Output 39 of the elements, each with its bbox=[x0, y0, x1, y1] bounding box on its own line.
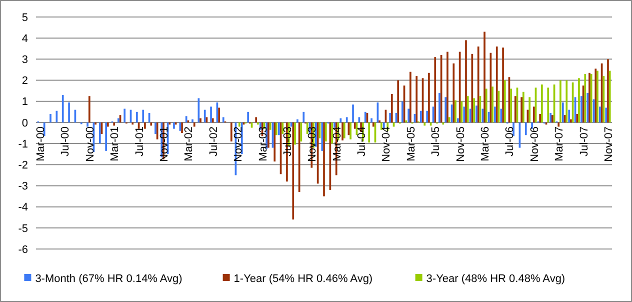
x-tick-label: Nov-02 bbox=[232, 126, 245, 162]
y-tick-label: 3 bbox=[22, 54, 28, 66]
x-tick-label: Mar-01 bbox=[109, 126, 122, 162]
y-tick-label: 4 bbox=[22, 32, 28, 45]
y-tick-label: 5 bbox=[22, 12, 28, 24]
legend-label: 3-Year (48% HR 0.48% Avg) bbox=[426, 272, 566, 285]
y-tick-label: 2 bbox=[22, 75, 28, 88]
x-tick-label: Mar-03 bbox=[257, 126, 270, 162]
x-tick-label: Jul-03 bbox=[282, 126, 294, 156]
x-tick-label: Nov-07 bbox=[602, 126, 615, 162]
legend-label: 3-Month (67% HR 0.14% Avg) bbox=[35, 272, 182, 285]
x-tick-label: Jul-00 bbox=[60, 126, 72, 156]
y-tick-label: -1 bbox=[18, 138, 28, 150]
x-tick-label: Jul-02 bbox=[208, 126, 220, 156]
x-tick-label: Jul-06 bbox=[504, 126, 516, 156]
y-tick-label: 1 bbox=[22, 96, 28, 108]
y-tick-label: -2 bbox=[18, 159, 28, 172]
x-tick-label: Nov-03 bbox=[306, 126, 319, 162]
x-tick-label: Mar-07 bbox=[554, 126, 566, 162]
x-tick-label: Jul-07 bbox=[578, 126, 590, 156]
x-tick-label: Mar-06 bbox=[480, 126, 492, 162]
x-tick-label: Mar-05 bbox=[405, 126, 418, 162]
legend-label: 1-Year (54% HR 0.46% Avg) bbox=[234, 272, 373, 285]
x-tick-label: Nov-04 bbox=[380, 126, 393, 162]
x-tick-label: Mar-02 bbox=[183, 126, 196, 162]
x-tick-label: Jul-04 bbox=[356, 126, 368, 156]
y-tick-label: -5 bbox=[18, 222, 28, 235]
y-tick-label: -4 bbox=[18, 202, 28, 214]
x-tick-label: Nov-00 bbox=[84, 126, 96, 162]
y-tick-label: -6 bbox=[18, 244, 28, 256]
x-tick-label: Mar-00 bbox=[35, 126, 48, 162]
x-tick-label: Nov-06 bbox=[528, 126, 541, 162]
y-tick-label: 0 bbox=[22, 117, 28, 130]
x-tick-label: Nov-01 bbox=[158, 126, 170, 162]
x-tick-label: Mar-04 bbox=[331, 126, 344, 162]
x-tick-label: Nov-05 bbox=[454, 126, 467, 162]
y-tick-label: -3 bbox=[18, 180, 28, 193]
x-tick-label: Jul-05 bbox=[430, 126, 442, 156]
x-tick-label: Jul-01 bbox=[134, 126, 146, 156]
